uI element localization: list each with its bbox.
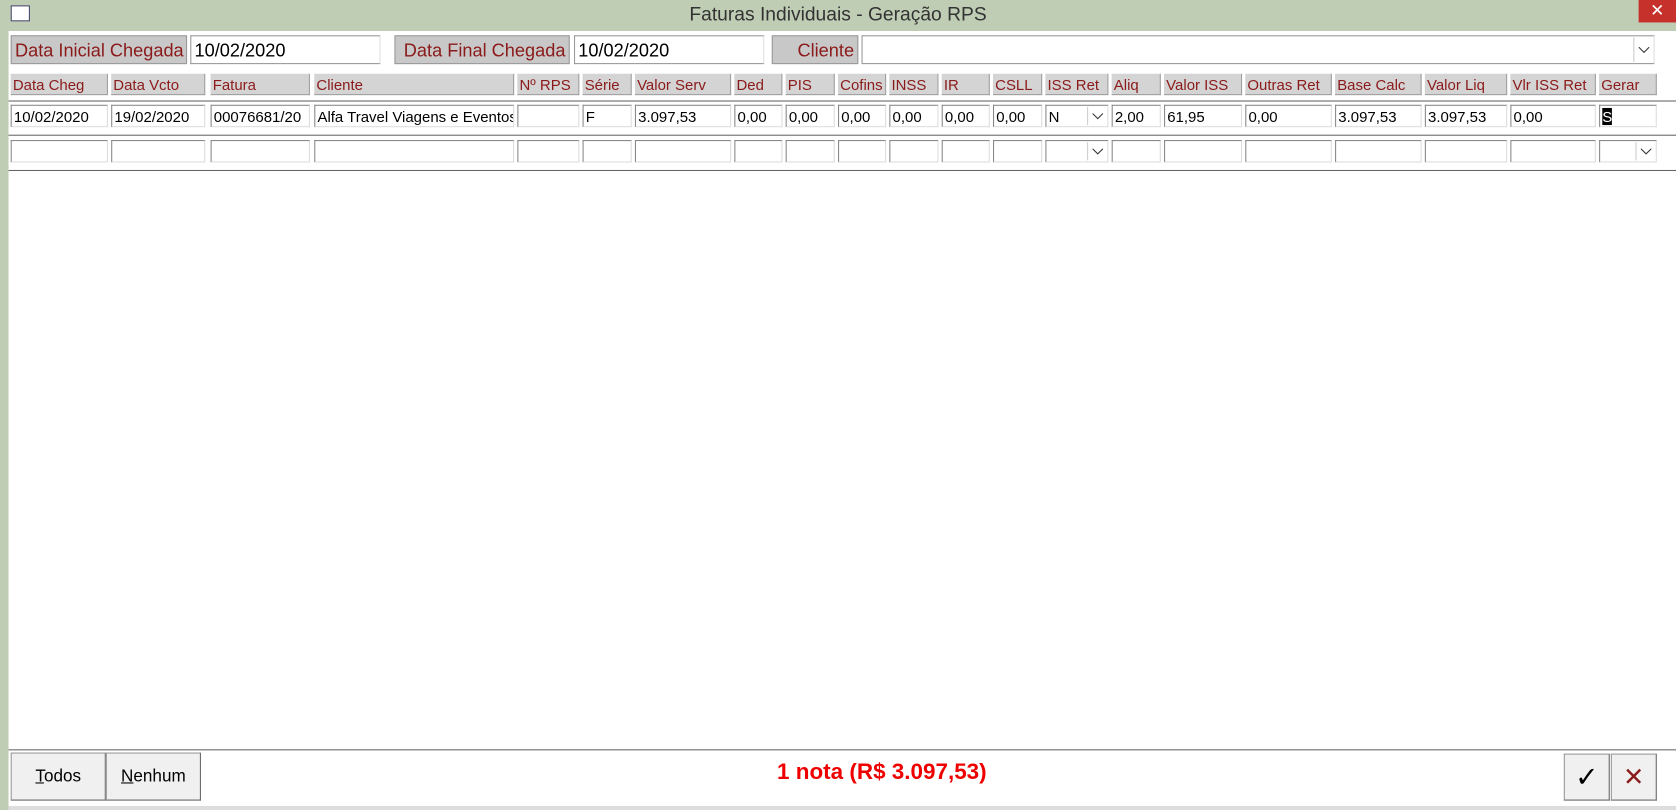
rule xyxy=(8,134,1676,136)
title-bar xyxy=(0,0,1676,31)
column-header: Gerar xyxy=(1599,73,1657,96)
cell[interactable]: 0,00 xyxy=(941,104,990,128)
arrow xyxy=(1638,46,1649,53)
empty-cell[interactable] xyxy=(734,140,783,163)
cell[interactable]: 00076681/20 xyxy=(210,104,310,128)
column-header: Cofins xyxy=(838,73,887,96)
dropdown-arrow[interactable] xyxy=(1633,37,1653,62)
arrow xyxy=(1640,148,1651,155)
rule xyxy=(8,169,1676,172)
rule xyxy=(8,749,1676,751)
button-label: Todos xyxy=(35,766,82,786)
cell[interactable]: 10/02/2020 xyxy=(10,104,108,128)
column-header: Fatura xyxy=(210,73,310,96)
cell[interactable]: F xyxy=(582,104,632,128)
column-header: IR xyxy=(941,73,990,96)
empty-cell[interactable] xyxy=(941,140,990,163)
column-header: Ded xyxy=(734,73,783,96)
button-label: Nenhum xyxy=(121,766,186,786)
column-header: CSLL xyxy=(993,73,1043,96)
empty-cell[interactable] xyxy=(634,140,732,163)
cell[interactable]: 0,00 xyxy=(785,104,835,128)
column-header: Valor Liq xyxy=(1424,73,1508,96)
summary: 1 nota (R$ 3.097,53) xyxy=(777,759,987,785)
column-header: ISS Ret xyxy=(1045,73,1109,96)
cell[interactable]: 19/02/2020 xyxy=(111,104,206,128)
empty-cell[interactable] xyxy=(111,140,206,163)
column-header: Data Cheg xyxy=(10,73,108,96)
dropdown-arrow[interactable] xyxy=(1635,142,1655,161)
column-header: Nº RPS xyxy=(517,73,580,96)
cell[interactable]: 61,95 xyxy=(1164,104,1243,128)
empty-cell[interactable] xyxy=(517,140,580,163)
empty-cell[interactable] xyxy=(889,140,939,163)
cell[interactable]: 3.097,53 xyxy=(1424,104,1508,128)
column-header: Aliq xyxy=(1111,73,1161,96)
cell[interactable]: 0,00 xyxy=(838,104,887,128)
filter-input[interactable]: 10/02/2020 xyxy=(190,35,381,65)
empty-cell[interactable] xyxy=(785,140,835,163)
column-header: Cliente xyxy=(314,73,515,96)
filter-label: Cliente xyxy=(771,35,859,65)
cell[interactable]: Alfa Travel Viagens e Eventos xyxy=(314,104,515,128)
empty-cell[interactable] xyxy=(1111,140,1161,163)
window-border xyxy=(0,0,9,810)
column-header: Base Calc xyxy=(1335,73,1422,96)
column-header: INSS xyxy=(889,73,939,96)
cell[interactable]: N xyxy=(1045,104,1109,128)
empty-cell[interactable] xyxy=(1164,140,1243,163)
window-icon xyxy=(10,5,30,22)
cell[interactable]: 2,00 xyxy=(1111,104,1161,128)
empty-cell[interactable] xyxy=(1599,140,1657,163)
column-header: Data Vcto xyxy=(111,73,206,96)
cell[interactable]: 0,00 xyxy=(889,104,939,128)
empty-cell[interactable] xyxy=(1424,140,1508,163)
empty-cell[interactable] xyxy=(1245,140,1332,163)
rule xyxy=(8,100,1676,102)
filter-input[interactable]: 10/02/2020 xyxy=(573,35,765,65)
column-header: Valor ISS xyxy=(1164,73,1243,96)
cell[interactable] xyxy=(517,104,580,128)
cell[interactable]: 3.097,53 xyxy=(1335,104,1422,128)
column-header: Outras Ret xyxy=(1245,73,1332,96)
window-title: Faturas Individuais - Geração RPS xyxy=(689,3,987,25)
confirm-button[interactable]: ✓ xyxy=(1563,753,1610,801)
filter-label: Data Inicial Chegada xyxy=(10,35,188,65)
selected-text: S xyxy=(1602,107,1613,126)
column-header: PIS xyxy=(785,73,835,96)
column-header: Série xyxy=(582,73,632,96)
empty-cell[interactable] xyxy=(1335,140,1422,163)
arrow xyxy=(1091,148,1103,155)
arrow xyxy=(1091,112,1103,119)
status-strip xyxy=(8,805,1676,810)
empty-cell[interactable] xyxy=(210,140,310,163)
empty-cell[interactable] xyxy=(10,140,108,163)
cell[interactable]: 0,00 xyxy=(734,104,783,128)
cell[interactable]: 3.097,53 xyxy=(634,104,732,128)
empty-cell[interactable] xyxy=(838,140,887,163)
empty-cell[interactable] xyxy=(1510,140,1596,163)
filter-label: Data Final Chegada xyxy=(394,35,570,65)
cell[interactable]: 0,00 xyxy=(1510,104,1596,128)
todos-button[interactable]: Todos xyxy=(10,752,106,801)
close-button[interactable]: ✕ xyxy=(1638,0,1676,23)
dropdown-arrow[interactable] xyxy=(1087,106,1107,126)
empty-cell[interactable] xyxy=(582,140,632,163)
column-header: Vlr ISS Ret xyxy=(1510,73,1596,96)
cell[interactable]: 0,00 xyxy=(1245,104,1332,128)
nenhum-button[interactable]: Nenhum xyxy=(105,752,201,801)
column-header: Valor Serv xyxy=(634,73,732,96)
cell[interactable]: S xyxy=(1599,104,1657,128)
cell[interactable]: 0,00 xyxy=(993,104,1043,128)
empty-cell[interactable] xyxy=(993,140,1043,163)
filter-input[interactable] xyxy=(861,35,1655,65)
cancel-button[interactable]: ✕ xyxy=(1610,753,1657,801)
empty-cell[interactable] xyxy=(314,140,515,163)
dropdown-arrow[interactable] xyxy=(1087,142,1107,161)
empty-cell[interactable] xyxy=(1045,140,1109,163)
